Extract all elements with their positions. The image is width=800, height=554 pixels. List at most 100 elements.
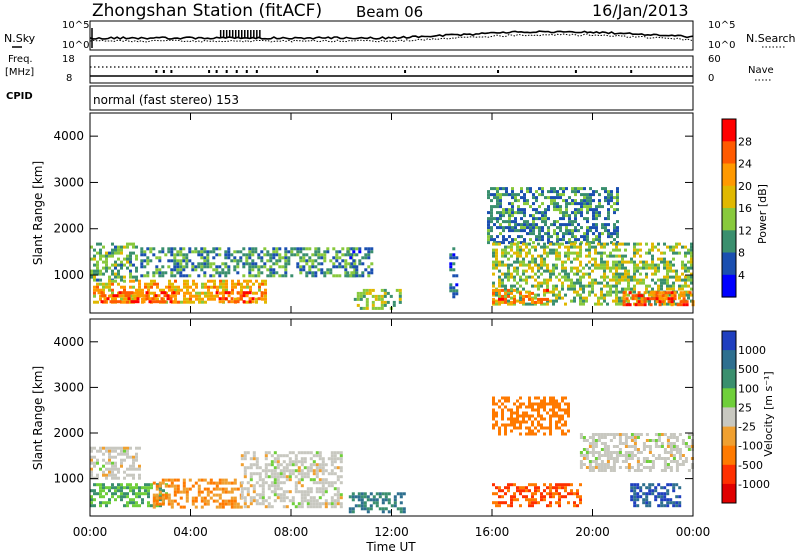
heatmap-cell xyxy=(684,442,688,445)
heatmap-cell xyxy=(544,223,547,227)
heatmap-cell xyxy=(370,247,374,251)
heatmap-cell xyxy=(678,293,681,297)
heatmap-cell xyxy=(306,475,310,479)
heatmap-cell xyxy=(191,496,195,500)
heatmap-cell xyxy=(516,498,519,502)
heatmap-cell xyxy=(675,242,678,246)
heatmap-cell xyxy=(528,429,531,433)
heatmap-cell xyxy=(135,452,138,456)
heatmap-cell xyxy=(580,235,583,239)
heatmap-cell xyxy=(610,241,613,245)
heatmap-cell xyxy=(537,486,540,490)
heatmap-cell xyxy=(570,278,573,282)
heatmap-cell xyxy=(150,285,153,289)
heatmap-cell xyxy=(318,496,322,500)
heatmap-cell xyxy=(126,266,129,270)
heatmap-cell xyxy=(532,226,535,230)
heatmap-cell xyxy=(129,257,132,261)
heatmap-cell xyxy=(284,274,288,278)
heatmap-cell xyxy=(564,432,567,436)
heatmap-cell xyxy=(606,460,610,463)
heatmap-cell xyxy=(616,229,619,233)
heatmap-cell xyxy=(660,445,664,448)
heatmap-cell xyxy=(502,235,505,239)
heatmap-cell xyxy=(516,248,519,252)
heatmap-cell xyxy=(550,187,553,191)
heatmap-cell xyxy=(111,495,114,499)
heatmap-cell xyxy=(363,495,367,499)
heatmap-cell xyxy=(230,487,234,491)
heatmap-cell xyxy=(339,505,343,509)
heatmap-cell xyxy=(324,469,328,473)
heatmap-cell xyxy=(267,502,271,506)
heatmap-cell xyxy=(149,259,153,263)
heatmap-cell xyxy=(627,281,630,285)
heatmap-cell xyxy=(383,294,387,298)
heatmap-cell xyxy=(537,414,540,418)
heatmap-cell xyxy=(155,265,159,269)
heatmap-cell xyxy=(276,472,280,476)
heatmap-cell xyxy=(549,399,552,403)
heatmap-cell xyxy=(147,285,150,289)
heatmap-cell xyxy=(315,454,319,458)
heatmap-cell xyxy=(243,502,247,506)
heatmap-cell xyxy=(567,287,570,291)
heatmap-cell xyxy=(105,282,108,286)
heatmap-cell xyxy=(583,193,586,197)
heatmap-cell xyxy=(522,486,525,490)
heatmap-cell xyxy=(517,229,520,233)
heatmap-cell xyxy=(176,265,180,269)
heatmap-cell xyxy=(227,253,231,257)
heatmap-cell xyxy=(282,493,286,497)
heatmap-cell xyxy=(120,489,123,493)
heatmap-cell xyxy=(302,268,306,272)
heatmap-cell xyxy=(492,414,495,418)
heatmap-cell xyxy=(370,250,374,254)
heatmap-cell xyxy=(243,499,247,503)
heatmap-cell xyxy=(564,489,567,493)
heatmap-cell xyxy=(571,211,574,215)
heatmap-cell xyxy=(579,284,582,288)
heatmap-cell xyxy=(449,286,453,290)
heatmap-cell xyxy=(452,268,456,272)
heatmap-cell xyxy=(144,486,147,490)
heatmap-cell xyxy=(537,300,540,304)
heatmap-cell xyxy=(231,285,234,289)
heatmap-cell xyxy=(189,300,192,304)
heatmap-cell xyxy=(138,489,141,493)
heatmap-cell xyxy=(359,297,363,301)
heatmap-cell xyxy=(99,242,102,246)
heatmap-cell xyxy=(669,445,673,448)
heatmap-cell xyxy=(132,467,135,471)
heatmap-cell xyxy=(224,487,228,491)
heatmap-cell xyxy=(618,254,621,258)
heatmap-cell xyxy=(565,187,568,191)
heatmap-cell xyxy=(679,291,683,295)
heatmap-cell xyxy=(293,247,297,251)
heatmap-cell xyxy=(544,211,547,215)
heatmap-cell xyxy=(543,242,546,246)
heatmap-cell xyxy=(315,451,319,455)
heatmap-cell xyxy=(142,294,146,298)
heatmap-cell xyxy=(329,268,333,272)
heatmap-cell xyxy=(135,288,138,292)
heatmap-cell xyxy=(627,299,630,303)
heatmap-cell xyxy=(383,291,387,295)
heatmap-cell xyxy=(534,278,537,282)
heatmap-cell xyxy=(585,466,589,469)
heatmap-cell xyxy=(501,501,504,505)
heatmap-cell xyxy=(645,457,649,460)
heatmap-cell xyxy=(147,492,150,496)
heatmap-cell xyxy=(272,250,276,254)
heatmap-cell xyxy=(300,451,304,455)
heatmap-cell xyxy=(552,405,555,409)
heatmap-cell xyxy=(297,481,301,485)
heatmap-cell xyxy=(352,265,356,269)
heatmap-cell xyxy=(490,208,493,212)
heatmap-cell xyxy=(170,259,174,263)
heatmap-cell xyxy=(621,296,624,300)
heatmap-cell xyxy=(455,283,459,287)
heatmap-cell xyxy=(455,274,459,278)
heatmap-cell xyxy=(487,229,490,233)
heatmap-cell xyxy=(145,291,149,295)
